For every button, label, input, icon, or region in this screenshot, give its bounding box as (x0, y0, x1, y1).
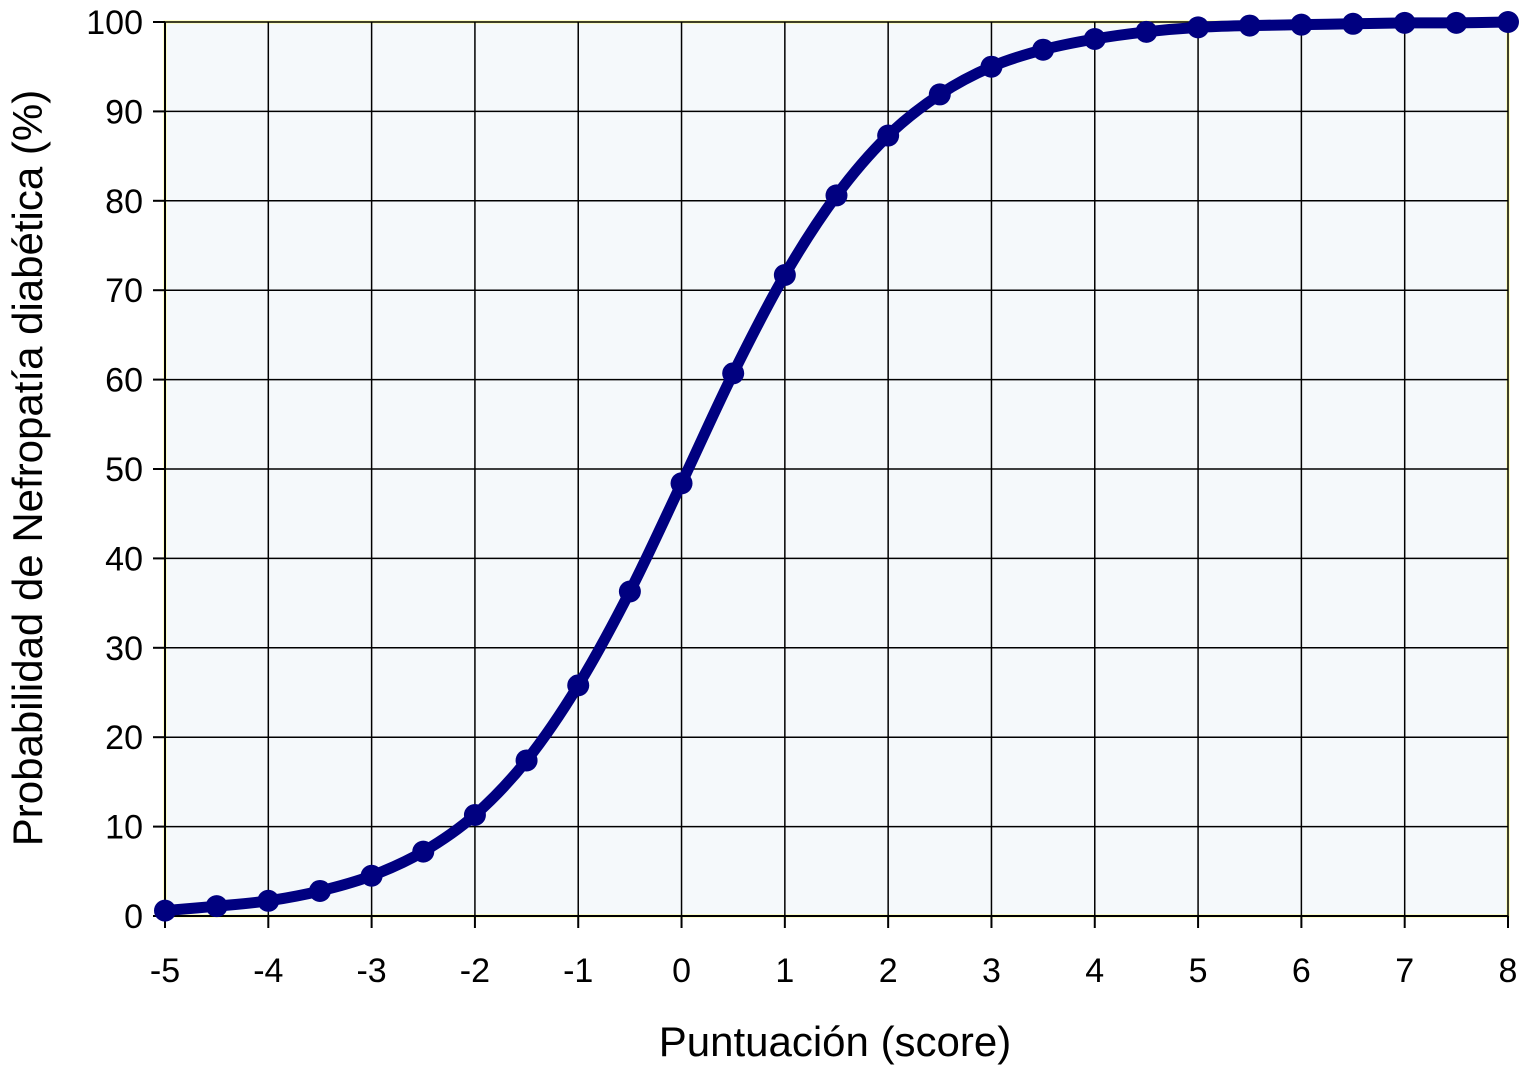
data-point (1393, 11, 1416, 34)
y-tick-label: 20 (105, 719, 143, 757)
x-tick-label: -5 (150, 952, 180, 990)
x-tick-label: 7 (1395, 952, 1414, 990)
x-tick-label: 0 (672, 952, 691, 990)
x-tick-label: 5 (1189, 952, 1208, 990)
x-tick-label: -3 (356, 952, 386, 990)
y-tick-label: 80 (105, 183, 143, 221)
data-point (877, 124, 900, 147)
data-point (1497, 11, 1519, 33)
data-point (154, 899, 176, 922)
data-point (308, 879, 331, 902)
y-tick-label: 90 (105, 93, 143, 131)
data-point (463, 803, 486, 826)
data-point (1445, 11, 1468, 34)
data-point (980, 55, 1003, 78)
x-tick-label: -4 (253, 952, 283, 990)
data-point (1238, 14, 1261, 37)
x-tick-label: 8 (1499, 952, 1518, 990)
x-tick-label: 1 (775, 952, 794, 990)
data-point (412, 840, 435, 863)
data-point (205, 895, 228, 918)
data-point (515, 749, 538, 772)
y-tick-label: 0 (124, 898, 143, 936)
x-tick-label: 2 (879, 952, 898, 990)
x-tick-label: 6 (1292, 952, 1311, 990)
data-point (670, 472, 693, 495)
data-point (773, 264, 796, 287)
y-tick-label: 30 (105, 630, 143, 668)
y-tick-label: 70 (105, 272, 143, 310)
data-point (567, 674, 590, 697)
data-point (928, 83, 951, 106)
data-point (1290, 13, 1313, 36)
data-point (1342, 12, 1365, 35)
data-point (1187, 16, 1210, 39)
y-tick-label: 100 (86, 4, 143, 42)
data-point (1083, 27, 1106, 50)
y-axis-label: Probabilidad de Nefropatía diabética (%) (4, 90, 51, 846)
y-tick-label: 10 (105, 809, 143, 847)
data-point (1135, 20, 1158, 43)
data-point (825, 184, 848, 207)
y-axis-ticks: 0 10 20 30 40 50 60 70 80 90 100 (86, 4, 165, 936)
series-line (159, 16, 1514, 917)
data-point (1032, 38, 1055, 61)
y-tick-label: 60 (105, 362, 143, 400)
grid (164, 21, 1509, 917)
series-layer (154, 11, 1519, 922)
y-tick-label: 40 (105, 540, 143, 578)
data-point (722, 362, 745, 385)
x-axis-ticks: -5 -4 -3 -2 -1 0 1 2 3 4 5 6 7 8 (150, 916, 1518, 990)
x-axis-label: Puntuación (score) (659, 1018, 1012, 1065)
y-tick-label: 50 (105, 451, 143, 489)
data-point (257, 889, 280, 912)
x-tick-label: 4 (1085, 952, 1104, 990)
data-point (618, 580, 641, 603)
x-tick-label: -2 (460, 952, 490, 990)
x-tick-label: -1 (563, 952, 593, 990)
x-tick-label: 3 (982, 952, 1001, 990)
data-point (360, 864, 383, 887)
